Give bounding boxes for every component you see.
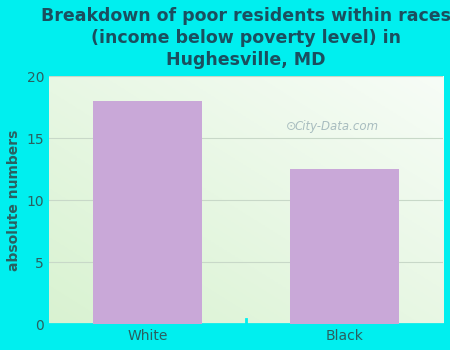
Text: City-Data.com: City-Data.com [295, 119, 379, 133]
Title: Breakdown of poor residents within races
(income below poverty level) in
Hughesv: Breakdown of poor residents within races… [41, 7, 450, 69]
Text: ⊙: ⊙ [286, 119, 297, 133]
Bar [93, 101, 202, 324]
Bar [290, 169, 399, 324]
Y-axis label: absolute numbers: absolute numbers [7, 130, 21, 271]
